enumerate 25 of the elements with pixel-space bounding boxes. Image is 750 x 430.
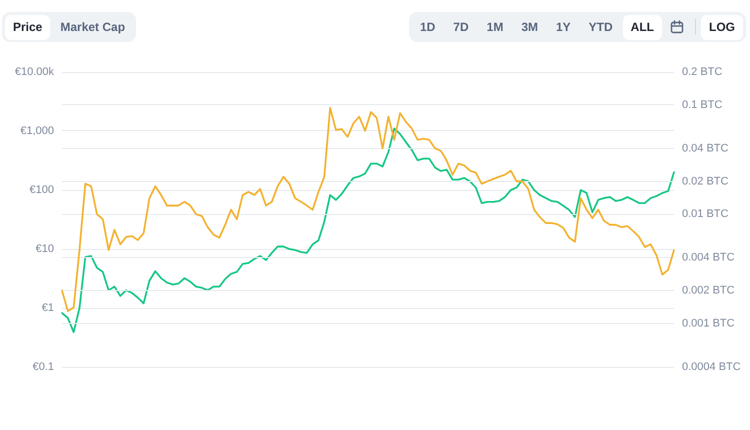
y-tick-label: 0.01 BTC: [682, 208, 729, 220]
y-tick-label: 0.001 BTC: [682, 318, 735, 330]
y-tick-label: 0.04 BTC: [682, 142, 729, 154]
text: 3M: [520, 18, 539, 36]
y-tick-label: 0.004 BTC: [682, 252, 735, 264]
y-tick-label: €10.00k: [14, 66, 54, 78]
text: 1M: [486, 18, 504, 36]
y-tick-label: 0.1 BTC: [682, 98, 722, 111]
y-tick-label: €1: [42, 302, 54, 314]
y-tick-label: 0.02 BTC: [682, 175, 729, 188]
text: YTD: [588, 18, 614, 36]
text: Market Cap: [59, 18, 126, 36]
text: 1Y: [554, 18, 572, 36]
text: Price: [5, 14, 50, 40]
y-tick-label: €1,000: [20, 125, 54, 138]
text: 1D: [418, 18, 436, 36]
y-tick-label: €10: [36, 243, 54, 256]
y-tick-label: €100: [30, 184, 54, 196]
text: LOG: [701, 14, 743, 40]
y-tick-label: 0.002 BTC: [682, 284, 735, 297]
y-tick-label: 0.2 BTC: [682, 66, 722, 78]
y-tick-label: €0.1: [32, 361, 54, 374]
y-tick-label: 0.0004 BTC: [682, 361, 741, 374]
text: 7D: [452, 18, 470, 36]
text: ALL: [622, 14, 662, 40]
